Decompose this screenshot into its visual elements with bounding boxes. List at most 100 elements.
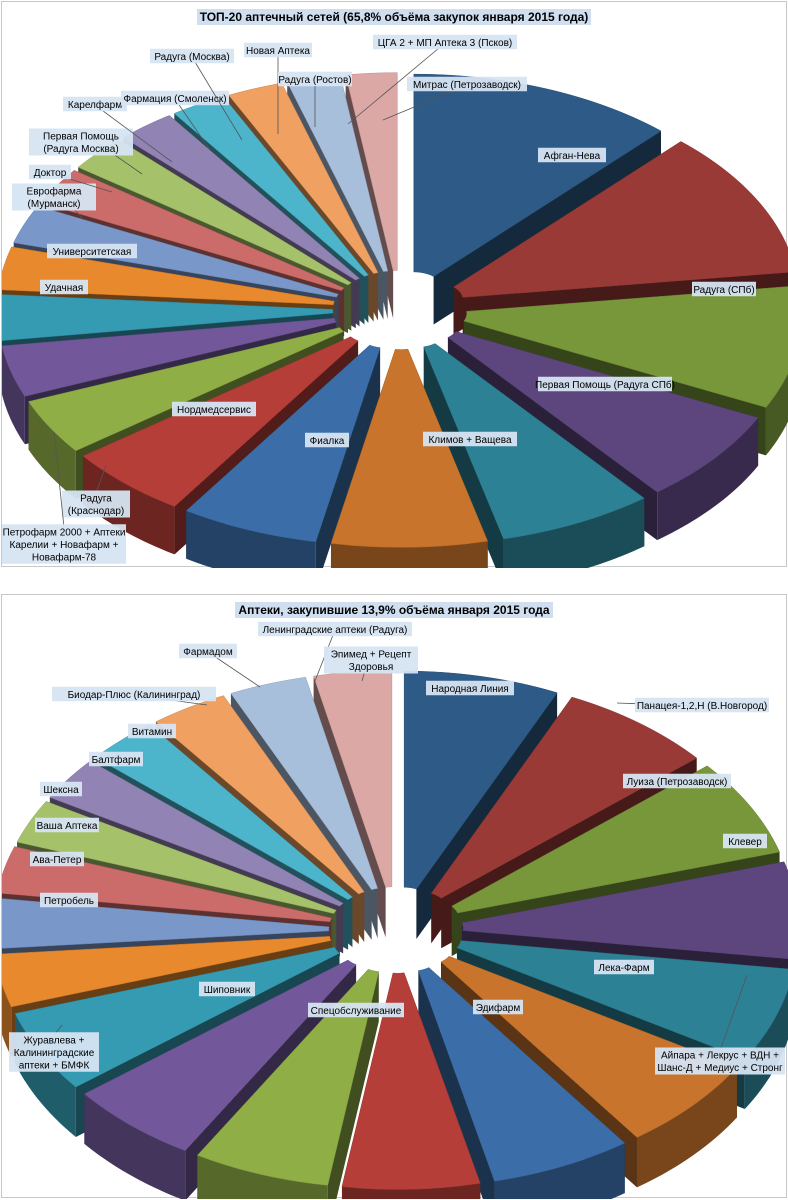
label-box — [2, 524, 126, 564]
label-box — [12, 183, 96, 211]
data-label-удачная: Удачная — [40, 279, 88, 295]
slice-top — [430, 696, 698, 899]
data-labels: Народная Линия Панацея-1,2,Н (В.Новгород)… — [9, 621, 785, 1075]
data-label-радуга-москва: Радуга (Москва) — [150, 48, 243, 141]
pie-slices — [2, 670, 788, 1199]
label-text: Фармация (Смоленск) — [123, 94, 226, 105]
data-label-доктор: Доктор — [29, 164, 113, 193]
data-label-лека-фарм: Лека-Фарм — [594, 959, 654, 975]
label-text: (Мурманск) — [28, 199, 81, 210]
label-text: Петрофарм 2000 + Аптеки — [3, 526, 126, 538]
label-text: Еврофарма — [27, 186, 82, 198]
data-label-климов-ващева: Климов + Ващева — [423, 431, 517, 447]
label-text: Здоровья — [349, 662, 394, 673]
label-text: Шексна — [43, 785, 79, 796]
label-text: Спецобслуживание — [311, 1005, 402, 1017]
label-box — [30, 851, 84, 867]
slice-top — [330, 348, 489, 548]
slice-top — [341, 972, 481, 1190]
label-box — [172, 401, 256, 417]
label-box — [407, 76, 527, 92]
label-box — [40, 781, 82, 797]
slice-wall — [2, 346, 25, 445]
label-box — [305, 432, 349, 448]
label-text: (Радуга Москва) — [43, 144, 118, 155]
chart-panel-13-9: Аптеки, закупившие 13,9% объёма января 2… — [1, 594, 788, 1199]
label-box — [473, 999, 523, 1015]
label-text: Первая Помощь — [43, 132, 119, 143]
label-text: Калининградские — [14, 1048, 95, 1059]
slice-side — [423, 346, 504, 568]
label-box — [121, 90, 229, 106]
leader-line — [174, 98, 211, 151]
label-text: Новая Аптека — [246, 46, 310, 57]
slice-wall — [84, 1093, 186, 1199]
data-label-панацея-1-2-н-в-новгород: Панацея-1,2,Н (В.Новгород) — [616, 697, 769, 713]
slice-side — [315, 347, 381, 568]
data-label-фармация-смоленск: Фармация (Смоленск) — [121, 90, 229, 151]
slice-top — [453, 141, 788, 298]
label-text: Ленинградские аптеки (Радуга) — [263, 625, 408, 636]
label-box — [244, 42, 312, 58]
label-text: Витамин — [132, 727, 172, 738]
label-text: Радуга (Москва) — [154, 52, 229, 63]
label-text: Народная Линия — [431, 684, 508, 695]
slice-top — [228, 82, 379, 274]
label-box — [423, 431, 517, 447]
label-text: Радуга (СПб) — [693, 284, 754, 296]
label-text: Ваша Аптека — [37, 821, 98, 832]
data-label-айпара-лекрус-вдн-шанс-д-медиус-стронг: Айпара + Лекрус + ВДН +Шанс-Д + Медиус +… — [655, 974, 785, 1075]
slice-top — [185, 344, 381, 543]
label-box — [89, 751, 143, 767]
label-text: Клевер — [728, 837, 762, 848]
data-label-ваша-аптека: Ваша Аптека — [35, 817, 99, 833]
label-text: Первая Помощь (Радуга СПб) — [535, 379, 675, 391]
data-label-клевер: Клевер — [723, 833, 767, 849]
data-label-витамин: Витамин — [128, 723, 176, 739]
label-box — [29, 128, 133, 156]
pie-slice-фиалка — [423, 343, 645, 568]
slice-top — [83, 959, 357, 1151]
label-text: Эпимед + Рецепт — [331, 650, 412, 661]
data-label-балтфарм: Балтфарм — [89, 751, 143, 767]
label-text: Климов + Ващева — [428, 435, 512, 446]
label-text: Эдифарм — [476, 1002, 521, 1014]
label-text: Биодар-Плюс (Калининград) — [68, 690, 201, 701]
chart-title: Аптеки, закупившие 13,9% объёма января 2… — [2, 602, 786, 618]
chart-panel-top20: ТОП-20 аптечный сетей (65,8% объёма заку… — [1, 1, 788, 568]
label-text: (Краснодар) — [68, 506, 124, 517]
label-box — [655, 1047, 785, 1075]
slice-wall — [186, 510, 316, 568]
slice-wall — [494, 1143, 625, 1199]
label-text: Радуга (Ростов) — [278, 75, 351, 86]
data-label-эдифарм: Эдифарм — [473, 999, 523, 1015]
data-label-народная-линия: Народная Линия — [426, 680, 514, 696]
slice-wall — [197, 1155, 328, 1199]
label-box — [278, 71, 352, 87]
label-box — [47, 243, 137, 259]
label-box — [40, 279, 88, 295]
label-text: Доктор — [34, 168, 67, 179]
slice-top — [345, 72, 398, 271]
data-label-петробель: Петробель — [40, 892, 98, 908]
slice-top — [417, 967, 626, 1182]
slice-top — [230, 677, 378, 891]
data-label-цга-2-мп-аптека-3-псков: ЦГА 2 + МП Аптека 3 (Псков) — [347, 34, 517, 125]
pie-slice-эдифарм — [417, 967, 626, 1199]
label-text: Афган-Нева — [544, 150, 601, 162]
slice-top — [2, 317, 337, 397]
label-text: Новафарм-78 — [32, 551, 97, 563]
label-box — [179, 643, 237, 659]
label-box — [324, 646, 418, 674]
data-label-нордмедсервис: Нордмедсервис — [172, 401, 256, 417]
label-box — [128, 723, 176, 739]
data-label-радуга-ростов: Радуга (Ростов) — [278, 71, 352, 127]
label-text: ЦГА 2 + МП Аптека 3 (Псков) — [378, 38, 512, 49]
label-box — [538, 147, 606, 163]
slice-top — [403, 670, 558, 890]
data-label-первая-помощь-радуга-москва: Первая Помощь(Радуга Москва) — [29, 128, 143, 175]
label-text: Ава-Петер — [33, 855, 82, 866]
label-text: Лека-Фарм — [598, 963, 649, 974]
